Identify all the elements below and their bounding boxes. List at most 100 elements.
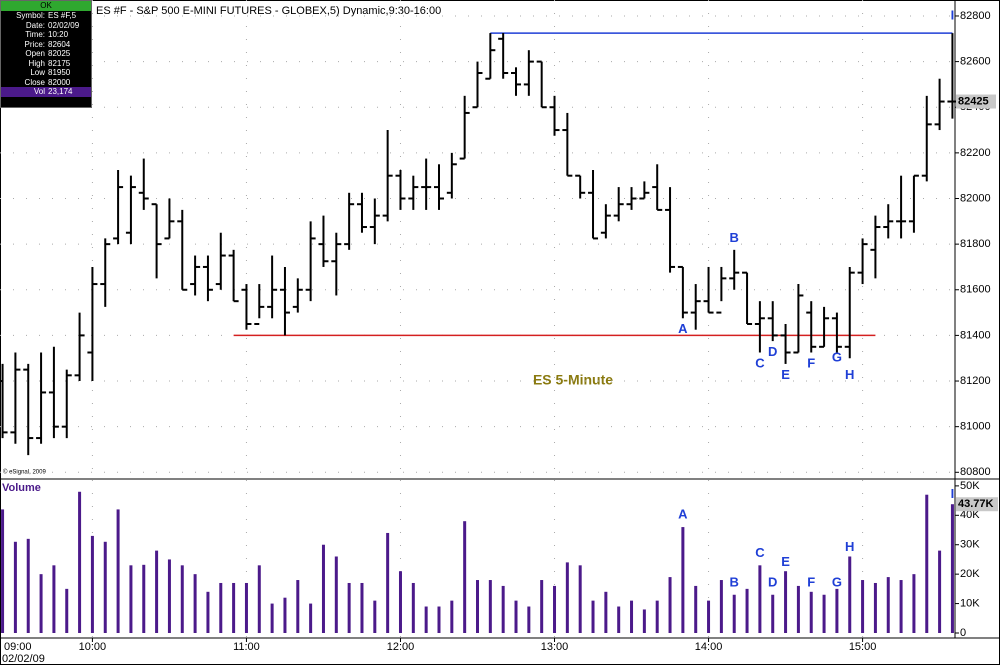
data-row: Date: 02/02/09: [1, 21, 91, 31]
annotation: F: [807, 574, 815, 589]
volume-bar: [784, 571, 788, 633]
volume-bar: [52, 565, 56, 633]
volume-bar: [206, 591, 210, 633]
data-row: Time: 10:20: [1, 30, 91, 40]
volume-bar: [424, 606, 428, 633]
volume-bar: [334, 556, 338, 633]
volume-bar: [873, 582, 877, 633]
volume-bar: [437, 606, 441, 633]
annotation: E: [781, 367, 790, 382]
last-volume-label: 43.77K: [958, 498, 994, 510]
volume-bar: [78, 491, 82, 633]
y-tick-label: 30K: [960, 539, 980, 551]
data-row: High 82175: [1, 59, 91, 69]
x-tick-label: 12:00: [387, 641, 415, 653]
volume-bar: [578, 565, 582, 633]
volume-bar: [488, 580, 492, 633]
volume-bar: [771, 594, 775, 633]
annotation: D: [768, 574, 777, 589]
volume-bar: [719, 580, 723, 633]
volume-bar: [950, 504, 954, 633]
y-tick-label: 0: [960, 627, 966, 639]
x-tick-label: 11:00: [233, 641, 260, 653]
row-label: Vol: [33, 87, 45, 96]
volume-label: Volume: [2, 482, 41, 494]
annotation: A: [678, 507, 688, 522]
last-price-label: 82425: [958, 95, 989, 107]
y-tick-label: 40K: [960, 509, 980, 521]
data-window: OK Symbol: ES #F,5 Date: 02/02/09 Time: 10:20…: [0, 0, 92, 108]
volume-bar: [373, 600, 377, 633]
volume-bar: [116, 509, 120, 633]
volume-bar: [501, 585, 505, 633]
data-row: Price: 82604: [1, 40, 91, 50]
volume-bar: [758, 565, 762, 633]
row-label: Symbol:: [16, 11, 45, 20]
data-row: Close 82000: [1, 78, 91, 88]
annotation: H: [845, 539, 854, 554]
row-value: ES #F,5: [48, 11, 77, 20]
watermark: © eSignal, 2009: [3, 469, 46, 476]
annotation: E: [781, 554, 790, 569]
row-label: Open: [25, 49, 45, 58]
row-value: 02/02/09: [48, 20, 80, 30]
volume-bar: [463, 521, 467, 633]
row-label: High: [28, 58, 45, 68]
volume-bar: [386, 532, 390, 633]
volume-bar: [861, 580, 865, 633]
annotation: B: [730, 574, 739, 589]
volume-bar: [13, 541, 17, 633]
data-row: Symbol: ES #F,5: [1, 11, 91, 21]
annotation: I: [951, 486, 955, 501]
row-value: 10:20: [48, 30, 69, 39]
volume-bar: [1, 509, 5, 633]
volume-bar: [822, 594, 826, 633]
volume-bar: [193, 574, 197, 633]
y-tick-label: 82200: [960, 147, 991, 159]
annotation: G: [832, 574, 842, 589]
row-value: 82604: [48, 39, 71, 49]
volume-bar: [694, 585, 698, 633]
row-value: 82175: [48, 58, 71, 68]
volume-bar: [668, 577, 672, 633]
volume-bar: [219, 582, 223, 633]
y-tick-label: 80800: [960, 466, 991, 478]
volume-bar: [26, 538, 30, 633]
volume-bar: [232, 582, 236, 633]
volume-bar: [655, 600, 659, 633]
volume-bar: [360, 582, 364, 633]
volume-bar: [476, 580, 479, 633]
caption: ES 5-Minute: [533, 372, 613, 388]
volume-bar: [39, 574, 43, 633]
chart-title: ES #F - S&P 500 E-MINI FUTURES - GLOBEX,…: [96, 5, 441, 17]
status: OK: [1, 1, 91, 11]
session-label: 09:00: [4, 641, 32, 653]
data-row: Open 82025: [1, 49, 91, 59]
y-tick-label: 81000: [960, 421, 991, 433]
y-tick-label: 82000: [960, 192, 991, 204]
y-tick-label: 82800: [960, 10, 991, 22]
y-tick-label: 20K: [960, 568, 980, 580]
volume-bar: [514, 600, 518, 633]
volume-bar: [103, 541, 107, 633]
annotation: C: [755, 355, 765, 370]
volume-bar: [617, 606, 621, 633]
volume-bar: [398, 571, 402, 633]
row-label: Date:: [25, 20, 45, 30]
volume-bar: [938, 550, 942, 633]
volume-bar: [796, 585, 800, 633]
y-tick-label: 81600: [960, 284, 991, 296]
volume-bar: [732, 594, 736, 633]
annotation: F: [807, 355, 815, 370]
volume-bar: [283, 597, 287, 633]
y-tick-label: 81800: [960, 238, 991, 250]
annotation: H: [845, 367, 854, 382]
y-tick-label: 81200: [960, 375, 991, 387]
annotation: D: [768, 344, 777, 359]
y-tick-label: 10K: [960, 597, 980, 609]
volume-bar: [925, 494, 929, 633]
annotation: B: [730, 230, 739, 245]
volume-bar: [553, 585, 557, 633]
volume-bar: [809, 591, 813, 633]
